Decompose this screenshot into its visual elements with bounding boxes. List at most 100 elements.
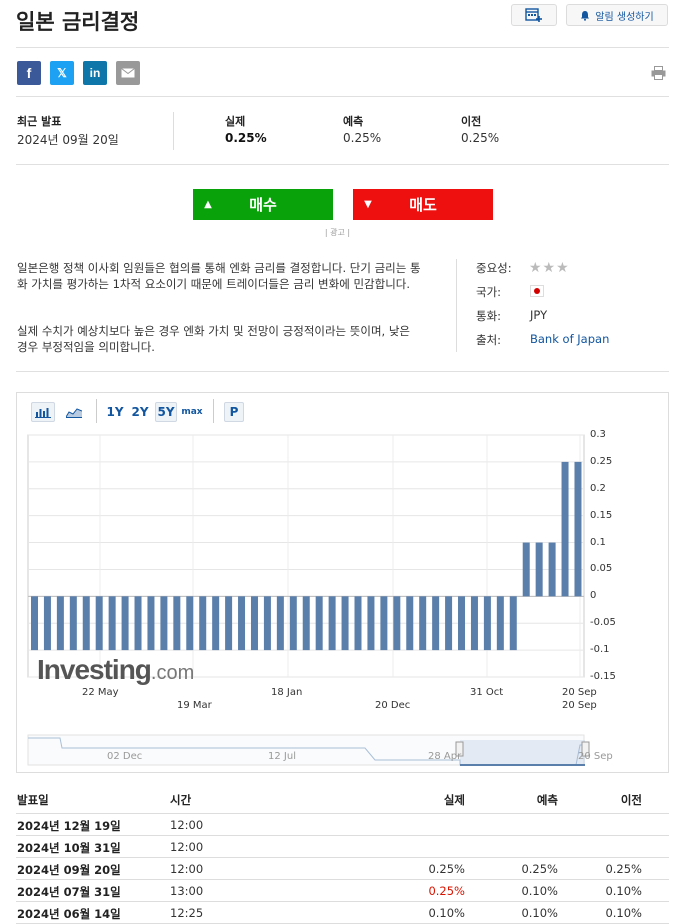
buy-button[interactable]: ▲ 매수: [193, 189, 333, 220]
bar: [108, 596, 116, 651]
cell-date: 2024년 09월 20일: [17, 863, 121, 877]
cell-previous: 0.25%: [605, 862, 642, 876]
bar: [458, 596, 466, 651]
cell-date: 2024년 12월 19일: [17, 819, 121, 833]
y-tick-label: 0: [590, 590, 597, 602]
x-tick-label: 31 Oct: [470, 687, 504, 698]
bar: [354, 596, 362, 651]
table-row-divider: [16, 857, 669, 858]
table-divider: [16, 813, 669, 814]
create-alert-button[interactable]: 알림 생성하기: [566, 4, 668, 26]
range-2y-button[interactable]: 2Y: [131, 405, 149, 419]
range-5y-button[interactable]: 5Y: [155, 402, 177, 422]
bar: [43, 596, 51, 651]
area-chart-button[interactable]: [62, 402, 86, 422]
facebook-icon: f: [26, 65, 32, 81]
navigator-label: 28 Apr: [428, 751, 462, 762]
bar: [212, 596, 220, 651]
navigator-track: [27, 734, 585, 766]
y-tick-label: 0.2: [590, 482, 606, 494]
chart-container: 1Y 2Y 5Y max P: [16, 392, 669, 773]
divider: [173, 112, 174, 150]
cell-actual: 0.10%: [428, 906, 465, 920]
x-tick-label: 18 Jan: [271, 687, 303, 698]
x-tick-label: 19 Mar: [177, 700, 212, 711]
navigator-label: 02 Dec: [107, 751, 143, 762]
bar: [535, 542, 543, 597]
bar: [225, 596, 233, 651]
divider: [16, 96, 669, 97]
bar: [496, 596, 504, 651]
investing-watermark: Investing.com: [37, 654, 194, 686]
cell-previous: 0.10%: [605, 906, 642, 920]
sell-label: 매도: [409, 196, 437, 214]
cell-forecast: 0.10%: [521, 906, 558, 920]
y-tick-label: 0.05: [590, 563, 613, 575]
bar: [419, 596, 427, 651]
facebook-share-button[interactable]: f: [17, 61, 41, 85]
email-share-button[interactable]: [116, 61, 140, 85]
cell-date: 2024년 10월 31일: [17, 841, 121, 855]
bar: [186, 596, 194, 651]
divider: [16, 371, 669, 372]
watermark-suffix: .com: [150, 662, 195, 684]
x-icon: 𝕏: [57, 66, 67, 80]
arrow-down-icon: ▼: [364, 199, 372, 210]
bar: [95, 596, 103, 651]
y-tick-label: 0.3: [590, 429, 606, 440]
bar: [199, 596, 207, 651]
sell-button[interactable]: ▼ 매도: [353, 189, 493, 220]
cell-forecast: 0.10%: [521, 884, 558, 898]
actual-value: 0.25%: [225, 131, 267, 145]
ad-label: | 광고 |: [324, 228, 351, 237]
area-chart-icon: [66, 408, 82, 418]
y-tick-label: -0.1: [590, 644, 610, 656]
source-link[interactable]: Bank of Japan: [530, 332, 610, 346]
importance-label: 중요성:: [476, 261, 512, 275]
range-max-button[interactable]: max: [181, 407, 203, 417]
bar: [56, 596, 64, 651]
col-previous-header: 이전: [620, 793, 642, 807]
bar: [147, 596, 155, 651]
bar: [522, 542, 530, 597]
description-paragraph-1: 일본은행 정책 이사회 임원들은 협의를 통해 엔화 금리를 결정합니다. 단기…: [17, 261, 421, 291]
bar: [328, 596, 336, 651]
range-1y-button[interactable]: 1Y: [106, 405, 124, 419]
bar: [276, 596, 284, 651]
printer-icon: [651, 66, 666, 80]
latest-release-date: 2024년 09월 20일: [17, 133, 119, 147]
x-tick-label: 20 Dec: [375, 700, 411, 711]
y-tick-label: 0.1: [590, 536, 606, 548]
bar: [406, 596, 414, 651]
linkedin-share-button[interactable]: in: [83, 61, 107, 85]
y-tick-label: -0.15: [590, 671, 616, 682]
table-row-divider: [16, 901, 669, 902]
print-button[interactable]: [651, 66, 666, 83]
calendar-add-icon: [525, 8, 542, 22]
linkedin-icon: in: [89, 66, 101, 80]
bar: [432, 596, 440, 651]
bar: [341, 596, 349, 651]
x-tick-label: 22 May: [82, 687, 119, 698]
bar: [561, 461, 569, 597]
cell-date: 2024년 07월 31일: [17, 885, 121, 899]
create-alert-label: 알림 생성하기: [595, 11, 654, 23]
importance-stars-icon: ★★★: [529, 260, 570, 276]
x-share-button[interactable]: 𝕏: [50, 61, 74, 85]
watermark-main: Investing: [37, 654, 152, 685]
cell-actual: 0.25%: [428, 862, 465, 876]
x-tick-label: 20 Sep: [562, 687, 597, 698]
bar: [574, 461, 582, 597]
bar: [509, 596, 517, 651]
col-actual-header: 실제: [443, 793, 465, 807]
cell-time: 13:00: [170, 884, 204, 898]
bar-chart-button[interactable]: [31, 402, 55, 422]
description-paragraph-2: 실제 수치가 예상치보다 높은 경우 엔화 가치 및 전망이 긍정적이라는 뜻이…: [17, 324, 411, 354]
add-to-calendar-button[interactable]: [511, 4, 557, 26]
currency-label: 통화:: [476, 309, 502, 323]
bar: [69, 596, 77, 651]
previous-value: 0.25%: [461, 131, 500, 145]
bar: [548, 542, 556, 597]
bell-icon: [581, 10, 590, 21]
p-button[interactable]: P: [224, 402, 244, 422]
